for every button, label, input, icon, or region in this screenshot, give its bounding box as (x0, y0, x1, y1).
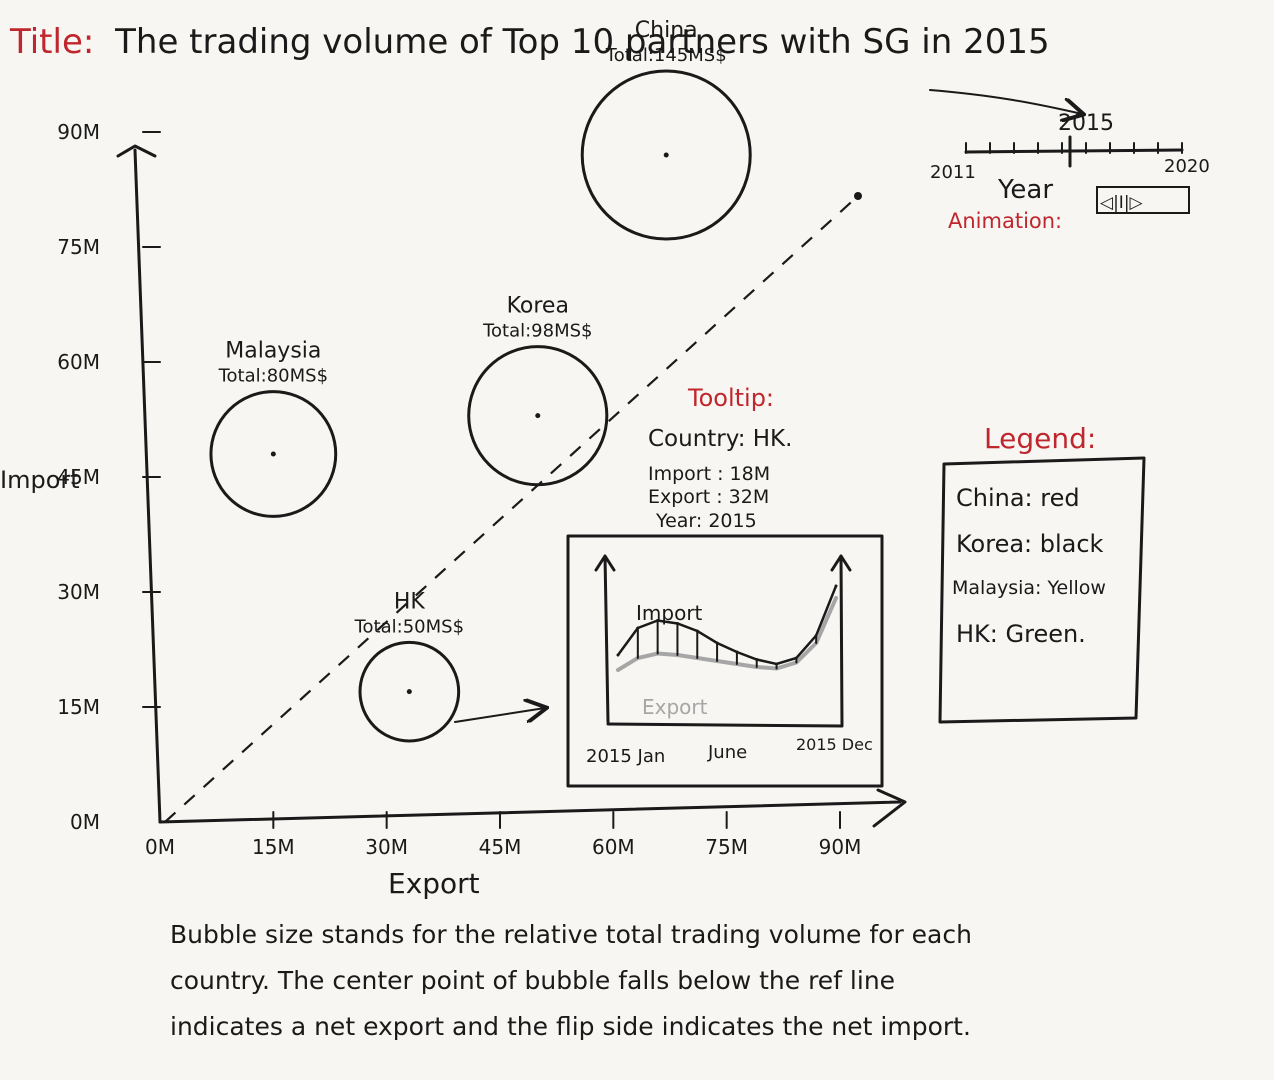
x-tick-label: 45M (479, 835, 522, 859)
title-key: Title: (10, 22, 95, 62)
year-slider-track[interactable] (964, 148, 1184, 154)
y-axis-label: Import (0, 466, 80, 494)
bubble-center-malaysia (270, 451, 276, 457)
bubble-chart: 0M 0M 15M 15M 30M 30M 45M 45M 60M 60M 75M 75M 90M 90M… (0, 18, 907, 900)
x-tick-label: 90M (819, 835, 862, 859)
bubble-name-hk: HK (394, 589, 426, 614)
x-tick-label: 0M (145, 835, 175, 859)
mini-chart-point-export (834, 596, 838, 600)
x-axis (158, 788, 907, 828)
legend-item-hk: HK: Green. (956, 620, 1086, 648)
bubble-center-hk (406, 689, 412, 695)
legend-box (938, 456, 1146, 724)
bubble-center-korea (535, 413, 541, 419)
legend-item-china: China: red (956, 484, 1080, 512)
x-tick-label: 60M (592, 835, 635, 859)
x-tick-label: 15M (252, 835, 295, 859)
mini-chart-point-export (616, 668, 620, 672)
note-line: Bubble size stands for the relative tota… (170, 920, 972, 949)
bubble-total-china: Total:145MS$ (605, 45, 727, 66)
tooltip-mini-chart-frame (566, 534, 884, 788)
legend-item-malaysia: Malaysia: Yellow (952, 577, 1106, 599)
y-tick-label: 15M (57, 695, 100, 719)
bubble-malaysia (209, 390, 338, 518)
title-to-year-arrow (929, 89, 1082, 114)
mini-chart-x-label: June (707, 742, 747, 763)
x-axis-label: Export (388, 867, 480, 900)
mini-chart-import-label: Import (636, 601, 703, 625)
tooltip-heading: Tooltip: (687, 384, 774, 412)
year-end-label: 2020 (1164, 156, 1210, 177)
y-tick-label: 90M (57, 120, 100, 144)
note-line: country. The center point of bubble fall… (170, 966, 896, 995)
year-slider-label: Year (997, 175, 1053, 205)
x-tick-label: 75M (705, 835, 748, 859)
bubble-name-korea: Korea (507, 294, 569, 319)
bubble-korea (467, 345, 609, 487)
tooltip-line: Year: 2015 (655, 510, 757, 532)
explanation-note: Bubble size stands for the relative tota… (170, 912, 1220, 1050)
reference-line-end-marker (854, 192, 862, 200)
mini-chart-point-import (616, 653, 620, 657)
mini-chart-export-label: Export (642, 695, 708, 719)
y-tick-label: 60M (57, 350, 100, 374)
bubble-total-korea: Total:98MS$ (482, 321, 592, 342)
year-current-label: 2015 (1058, 111, 1114, 136)
note-line: indicates a net export and the flip side… (170, 1012, 971, 1041)
mini-chart-x-axis (606, 554, 852, 728)
title-row: Title: The trading volume of Top 10 part… (10, 22, 1050, 62)
mini-chart-point-import (834, 584, 838, 588)
tooltip-line: Export : 32M (648, 486, 769, 508)
tooltip-line: Country: HK. (648, 426, 792, 452)
y-tick-label: 0M (70, 810, 100, 834)
legend-heading: Legend: (984, 422, 1096, 455)
bubble-center-china (663, 152, 669, 158)
bubble-name-china: China (635, 18, 698, 43)
reference-line (164, 195, 859, 823)
bubble-hk (358, 640, 461, 743)
legend-item-korea: Korea: black (956, 530, 1104, 558)
x-tick-label: 30M (365, 835, 408, 859)
mini-chart-y-axis (594, 554, 616, 724)
bubble-name-malaysia: Malaysia (225, 339, 321, 364)
mini-chart-series-import (616, 584, 838, 666)
bubble-china (580, 69, 752, 241)
mini-chart-x-label: 2015 Dec (796, 735, 873, 754)
mini-chart-x-label: 2015 Jan (586, 746, 665, 767)
mini-chart-series-export (616, 596, 838, 672)
hk-to-tooltip-arrow (454, 708, 545, 723)
y-axis (116, 144, 162, 824)
bubble-total-hk: Total:50MS$ (354, 616, 464, 637)
animation-label: Animation: (948, 209, 1062, 233)
bubble-total-malaysia: Total:80MS$ (218, 366, 328, 387)
tooltip-line: Import : 18M (648, 463, 770, 485)
chart-title: The trading volume of Top 10 partners wi… (115, 22, 1050, 62)
y-tick-label: 75M (57, 235, 100, 259)
legend: Legend: China: red Korea: black Malaysia… (938, 422, 1146, 724)
animation-controls[interactable] (1096, 186, 1190, 214)
year-start-label: 2011 (930, 162, 976, 183)
y-tick-label: 30M (57, 580, 100, 604)
animation-play-controls[interactable]: ◁|I|▷ (1100, 193, 1144, 213)
tooltip: Tooltip: Country: HK. Import : 18M Expor… (566, 384, 884, 788)
y-tick-label: 45M (57, 465, 100, 489)
year-slider[interactable]: 2015 2011 2020 Year Animation: ◁|I|▷ (929, 89, 1210, 233)
